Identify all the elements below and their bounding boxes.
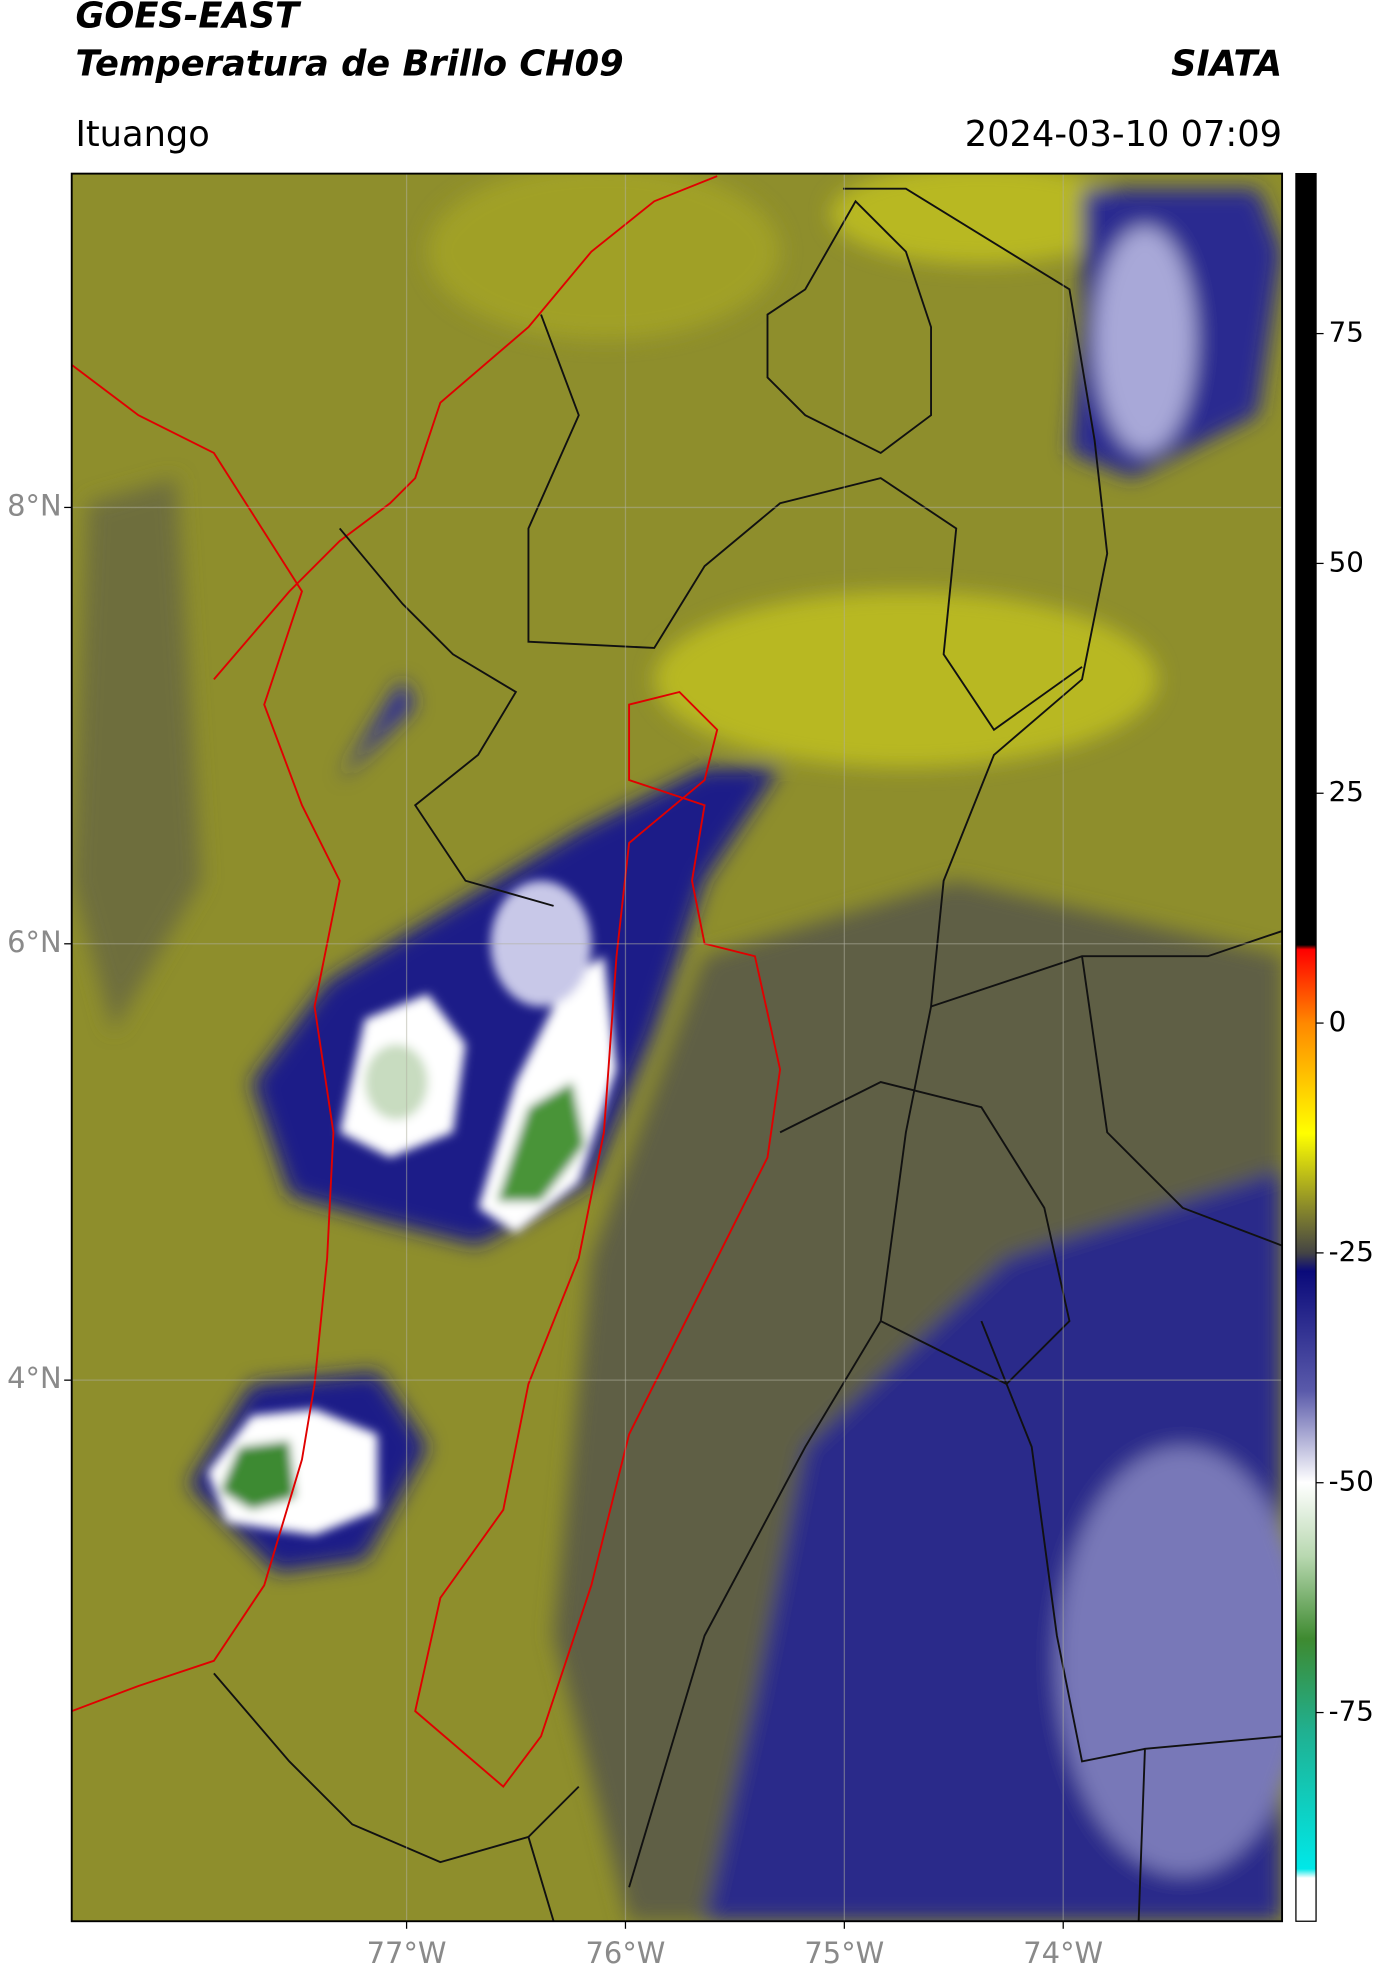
title: GOES-EAST xyxy=(75,0,302,37)
lon-label: 76°W xyxy=(586,1936,666,1970)
colorbar-tick-label: -25 xyxy=(1329,1235,1374,1268)
colorbar-tick-label: 50 xyxy=(1329,545,1364,578)
colorbar-tick-label: -75 xyxy=(1329,1695,1374,1728)
lat-label: 4°N xyxy=(7,1361,62,1395)
lat-label: 6°N xyxy=(7,925,62,959)
graticule xyxy=(71,173,1283,1922)
colorbar-ticks: 75 50 25 0 -25 -50 -75 xyxy=(1316,316,1374,1728)
axis-labels: 8°N 6°N 4°N 77°W 76°W 75°W 74°W xyxy=(7,488,1103,1970)
agency: SIATA xyxy=(1171,43,1282,84)
lat-label: 8°N xyxy=(7,488,62,522)
location: Ituango xyxy=(75,114,209,155)
lon-label: 77°W xyxy=(367,1936,447,1970)
datetime: 2024-03-10 07:09 xyxy=(965,114,1282,155)
subtitle: Temperatura de Brillo CH09 xyxy=(75,43,623,84)
colorbar-tick-label: 25 xyxy=(1329,775,1364,808)
colorbar-tick-label: -50 xyxy=(1329,1465,1374,1498)
colorbar-tick-label: 0 xyxy=(1329,1005,1347,1038)
colorbar-tick-label: 75 xyxy=(1329,316,1364,349)
lon-label: 75°W xyxy=(804,1936,884,1970)
borders xyxy=(71,175,1283,1922)
satellite-image xyxy=(71,173,1283,1922)
colorbar xyxy=(1295,172,1317,1922)
map-frame xyxy=(70,172,1284,1923)
lon-label: 74°W xyxy=(1023,1936,1103,1970)
